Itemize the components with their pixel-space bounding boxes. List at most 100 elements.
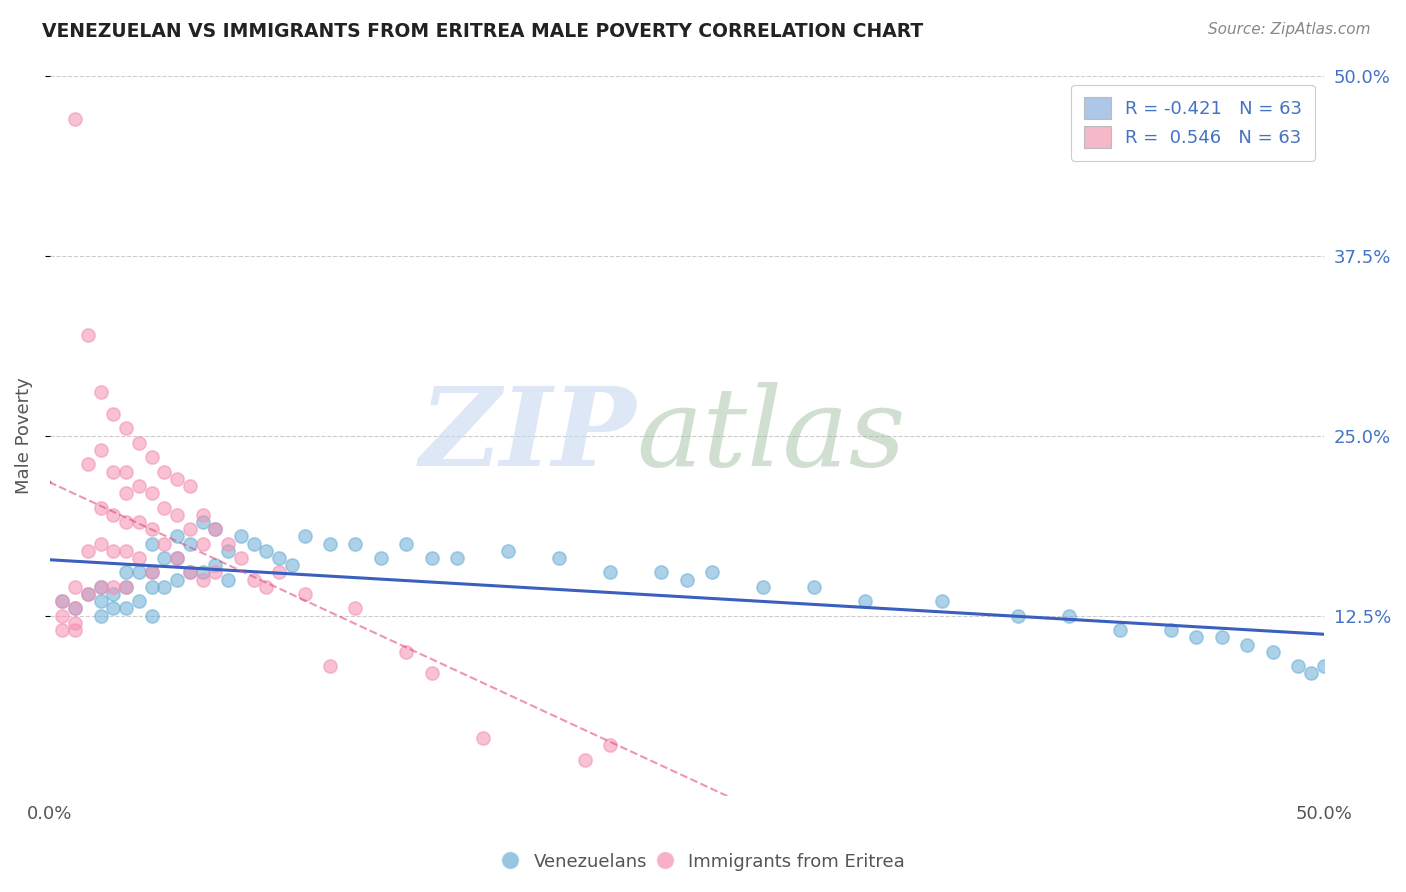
Point <box>254 580 277 594</box>
Point <box>128 566 150 580</box>
Point <box>51 623 73 637</box>
Point <box>115 580 138 594</box>
Point <box>370 551 392 566</box>
Point <box>128 594 150 608</box>
Point <box>204 566 226 580</box>
Point <box>63 580 86 594</box>
Point <box>90 594 112 608</box>
Point <box>281 558 304 573</box>
Point <box>1301 666 1323 681</box>
Point <box>179 522 201 536</box>
Point <box>574 753 596 767</box>
Point <box>650 566 672 580</box>
Text: atlas: atlas <box>636 382 905 490</box>
Point <box>51 594 73 608</box>
Point <box>166 573 188 587</box>
Point <box>395 645 418 659</box>
Point <box>191 566 214 580</box>
Point <box>153 465 176 479</box>
Point <box>115 465 138 479</box>
Point <box>267 551 290 566</box>
Point <box>191 537 214 551</box>
Point <box>141 450 163 465</box>
Point <box>63 112 86 126</box>
Point <box>446 551 468 566</box>
Point <box>217 537 239 551</box>
Point <box>115 515 138 529</box>
Point <box>103 508 125 522</box>
Point <box>191 573 214 587</box>
Point <box>179 479 201 493</box>
Point <box>115 486 138 500</box>
Point <box>179 566 201 580</box>
Point <box>229 551 252 566</box>
Point <box>344 537 367 551</box>
Point <box>242 537 264 551</box>
Point <box>675 573 697 587</box>
Point <box>90 500 112 515</box>
Point <box>1286 659 1309 673</box>
Point <box>128 435 150 450</box>
Legend: R = -0.421   N = 63, R =  0.546   N = 63: R = -0.421 N = 63, R = 0.546 N = 63 <box>1071 85 1315 161</box>
Point <box>103 465 125 479</box>
Point <box>90 443 112 458</box>
Point <box>141 580 163 594</box>
Point <box>1007 608 1029 623</box>
Point <box>191 515 214 529</box>
Point <box>103 580 125 594</box>
Point <box>319 659 342 673</box>
Point <box>548 551 571 566</box>
Point <box>599 566 621 580</box>
Point <box>103 587 125 601</box>
Point <box>267 566 290 580</box>
Point <box>229 529 252 543</box>
Point <box>204 558 226 573</box>
Point <box>242 573 264 587</box>
Point <box>179 537 201 551</box>
Point <box>115 544 138 558</box>
Point <box>1211 630 1233 644</box>
Point <box>179 566 201 580</box>
Point <box>217 544 239 558</box>
Point <box>599 739 621 753</box>
Point <box>128 551 150 566</box>
Y-axis label: Male Poverty: Male Poverty <box>15 377 32 494</box>
Point <box>90 580 112 594</box>
Point <box>153 580 176 594</box>
Point <box>1313 659 1336 673</box>
Point <box>141 566 163 580</box>
Point <box>103 544 125 558</box>
Point <box>931 594 953 608</box>
Point <box>115 601 138 615</box>
Point <box>63 615 86 630</box>
Point <box>294 529 316 543</box>
Point <box>141 608 163 623</box>
Text: ZIP: ZIP <box>419 382 636 490</box>
Point <box>153 500 176 515</box>
Point <box>90 580 112 594</box>
Point <box>1236 638 1258 652</box>
Point <box>166 508 188 522</box>
Point <box>1109 623 1132 637</box>
Point <box>166 472 188 486</box>
Point <box>853 594 876 608</box>
Point <box>63 623 86 637</box>
Point <box>77 587 100 601</box>
Point <box>51 608 73 623</box>
Point <box>141 537 163 551</box>
Point <box>752 580 775 594</box>
Point <box>166 551 188 566</box>
Point <box>1185 630 1208 644</box>
Point <box>254 544 277 558</box>
Point <box>153 551 176 566</box>
Point <box>63 601 86 615</box>
Point <box>319 537 342 551</box>
Point <box>294 587 316 601</box>
Point <box>77 587 100 601</box>
Point <box>77 458 100 472</box>
Point <box>153 537 176 551</box>
Point <box>128 479 150 493</box>
Point <box>51 594 73 608</box>
Point <box>128 515 150 529</box>
Point <box>141 486 163 500</box>
